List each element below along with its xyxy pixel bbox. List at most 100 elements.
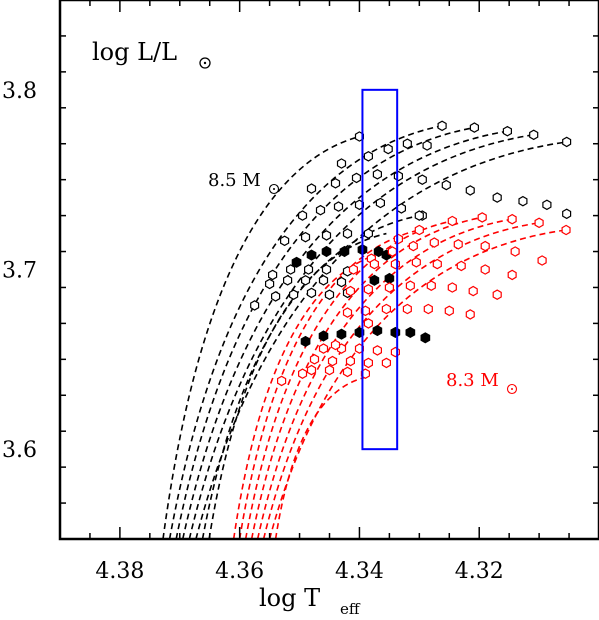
marker-open-0-25 bbox=[301, 231, 311, 243]
marker-open-0-21 bbox=[375, 197, 385, 209]
marker-open-1-42 bbox=[390, 346, 400, 358]
marker-open-0-9 bbox=[393, 170, 403, 182]
marker-open-1-19 bbox=[432, 258, 442, 270]
marker-open-1-52 bbox=[298, 368, 308, 379]
marker-open-1-27 bbox=[426, 280, 436, 291]
marker-open-1-24 bbox=[363, 284, 373, 295]
marker-filled-0-3 bbox=[339, 245, 350, 258]
marker-open-0-28 bbox=[363, 228, 373, 239]
marker-open-0-30 bbox=[286, 264, 296, 275]
marker-open-0-0 bbox=[336, 158, 347, 169]
marker-open-1-12 bbox=[480, 240, 490, 252]
marker-open-0-42 bbox=[324, 289, 335, 300]
y-tick-label: 3.6 bbox=[2, 438, 37, 463]
marker-open-1-16 bbox=[369, 258, 379, 270]
marker-open-1-26 bbox=[405, 280, 415, 291]
marker-filled-0-2 bbox=[321, 245, 332, 258]
marker-open-1-43 bbox=[309, 354, 320, 365]
marker-open-1-11 bbox=[453, 239, 463, 250]
marker-open-0-17 bbox=[298, 210, 308, 221]
marker-filled-0-13 bbox=[300, 335, 311, 347]
marker-open-0-44 bbox=[250, 300, 260, 311]
marker-open-1-41 bbox=[372, 345, 382, 356]
x-tick-label: 4.34 bbox=[335, 559, 384, 584]
x-tick-label: 4.36 bbox=[215, 559, 264, 584]
track-0-0 bbox=[162, 135, 360, 540]
marker-open-1-14 bbox=[537, 255, 547, 266]
marker-open-1-17 bbox=[390, 258, 400, 270]
marker-open-0-8 bbox=[372, 169, 382, 180]
marker-open-1-38 bbox=[318, 343, 329, 354]
y-axis-title: log L/L bbox=[92, 38, 211, 69]
marker-open-1-0 bbox=[393, 233, 403, 245]
marker-open-0-13 bbox=[492, 192, 502, 203]
marker-open-0-4 bbox=[422, 140, 432, 151]
marker-open-0-16 bbox=[562, 208, 572, 220]
marker-filled-0-0 bbox=[291, 256, 302, 268]
marker-open-1-22 bbox=[507, 269, 517, 281]
marker-open-0-29 bbox=[268, 269, 278, 281]
selection-box bbox=[361, 88, 399, 451]
marker-open-0-12 bbox=[465, 185, 475, 196]
marker-open-0-10 bbox=[417, 174, 427, 185]
sun-symbol-dot-icon bbox=[273, 188, 275, 190]
marker-open-0-15 bbox=[542, 199, 552, 211]
track-end-marker-0-2-0 bbox=[469, 122, 479, 133]
x-axis-title-subscript: eff bbox=[340, 600, 361, 618]
sun-symbol-icon bbox=[268, 183, 280, 195]
marker-open-0-3 bbox=[402, 138, 412, 149]
marker-open-1-45 bbox=[345, 355, 355, 367]
marker-open-0-40 bbox=[289, 289, 299, 300]
track-0-2 bbox=[175, 126, 475, 540]
marker-open-0-26 bbox=[321, 230, 332, 241]
marker-open-0-32 bbox=[321, 264, 332, 275]
x-axis-title-text: log T bbox=[259, 584, 320, 612]
sun-symbol-dot-icon bbox=[511, 388, 513, 390]
sun-symbol-icon bbox=[199, 57, 211, 69]
y-tick-label: 3.7 bbox=[2, 259, 37, 284]
y-tick-label: 3.8 bbox=[2, 79, 37, 104]
x-tick-label: 4.32 bbox=[455, 559, 504, 584]
marker-open-0-6 bbox=[330, 178, 341, 189]
marker-open-0-31 bbox=[304, 264, 314, 275]
marker-open-1-54 bbox=[330, 339, 341, 351]
marker-open-1-6 bbox=[561, 224, 571, 236]
marker-open-0-38 bbox=[336, 276, 347, 288]
marker-open-1-10 bbox=[429, 237, 439, 248]
marker-open-1-9 bbox=[408, 240, 418, 252]
marker-open-0-2 bbox=[383, 143, 393, 155]
marker-filled-0-10 bbox=[372, 325, 383, 337]
track-end-marker-0-1-0 bbox=[437, 120, 447, 132]
track-1-3 bbox=[250, 216, 483, 540]
track-1-4 bbox=[256, 218, 513, 540]
track-1-0 bbox=[232, 250, 387, 540]
marker-filled-0-12 bbox=[405, 326, 416, 338]
marker-open-1-53 bbox=[277, 375, 287, 387]
marker-open-1-46 bbox=[363, 357, 373, 369]
marker-open-0-5 bbox=[306, 183, 317, 194]
marker-open-0-24 bbox=[280, 235, 290, 247]
track-end-marker-0-3-0 bbox=[502, 125, 512, 137]
marker-open-1-47 bbox=[381, 357, 391, 369]
track-0-7 bbox=[208, 232, 387, 540]
marker-open-1-15 bbox=[348, 264, 358, 275]
marker-open-1-1 bbox=[414, 224, 424, 236]
marker-open-1-28 bbox=[447, 282, 457, 293]
marker-filled-0-14 bbox=[420, 332, 431, 344]
marker-open-1-33 bbox=[381, 303, 391, 315]
marker-filled-0-8 bbox=[336, 328, 347, 340]
marker-open-0-37 bbox=[318, 275, 329, 286]
marker-open-0-36 bbox=[301, 275, 311, 286]
marker-filled-0-15 bbox=[369, 274, 380, 286]
marker-open-0-14 bbox=[518, 195, 528, 207]
marker-open-1-29 bbox=[468, 285, 478, 297]
annotation-8-5: 8.5 M bbox=[208, 170, 280, 195]
track-1-1 bbox=[238, 229, 420, 540]
marker-open-1-4 bbox=[507, 213, 517, 225]
marker-open-1-21 bbox=[480, 264, 490, 275]
marker-open-1-31 bbox=[342, 307, 353, 318]
marker-open-0-22 bbox=[396, 203, 406, 214]
marker-open-1-37 bbox=[465, 309, 475, 320]
marker-open-1-20 bbox=[456, 260, 466, 272]
